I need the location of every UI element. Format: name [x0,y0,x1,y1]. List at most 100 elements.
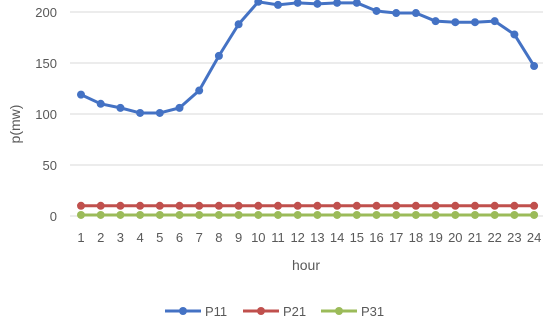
y-tick-label: 0 [50,209,57,224]
series-p31 [77,210,539,219]
data-point-p11 [530,62,539,71]
x-tick-label: 23 [507,230,521,245]
data-point-p11 [490,17,499,26]
data-point-p31 [372,210,381,219]
data-point-p21 [234,201,243,210]
data-point-p31 [352,210,361,219]
data-point-p11 [234,20,243,29]
data-point-p21 [510,201,519,210]
data-point-p31 [254,210,263,219]
data-point-p21 [313,201,322,210]
legend-swatch-marker [335,307,343,315]
data-point-p21 [471,201,479,210]
data-point-p21 [136,201,145,210]
data-point-p31 [530,210,539,219]
data-point-p11 [352,0,361,7]
legend-item-p21: P21 [243,304,306,319]
x-tick-label: 5 [156,230,163,245]
data-point-p21 [254,201,263,210]
legend: P11 P21 P31 [165,304,384,319]
x-tick-label: 12 [290,230,304,245]
data-point-p31 [431,210,440,219]
series-p11 [77,0,539,117]
data-point-p31 [234,210,243,219]
data-point-p31 [214,210,223,219]
data-point-p21 [195,201,204,210]
data-point-p11 [411,9,420,18]
data-point-p31 [274,210,282,219]
x-tick-label: 24 [527,230,541,245]
data-point-p11 [155,108,164,117]
data-point-p31 [451,210,460,219]
y-tick-label: 100 [35,107,57,122]
data-point-p11 [254,0,263,6]
y-tick-label: 50 [43,158,57,173]
legend-item-p31: P31 [321,304,384,319]
x-tick-label: 4 [136,230,143,245]
data-point-p21 [175,201,184,210]
y-tick-label: 150 [35,56,57,71]
data-point-p21 [333,201,342,210]
data-point-p21 [530,201,539,210]
data-point-p11 [195,86,204,95]
y-tick-labels: 0 50 100 150 200 [35,5,57,224]
x-tick-label: 16 [369,230,383,245]
data-point-p31 [136,210,145,219]
data-point-p31 [116,210,125,219]
data-point-p21 [411,201,420,210]
data-point-p21 [155,201,164,210]
data-point-p31 [195,210,204,219]
data-point-p11 [116,103,125,112]
data-point-p31 [392,210,401,219]
legend-label: P11 [205,304,227,319]
data-point-p21 [451,201,460,210]
data-point-p11 [274,0,282,9]
data-point-p21 [490,201,499,210]
series-group [77,0,539,219]
x-tick-label: 20 [448,230,462,245]
x-tick-label: 3 [117,230,124,245]
data-point-p11 [136,108,145,117]
x-axis-title: hour [292,257,320,273]
legend-swatch-marker [179,307,187,315]
x-tick-label: 7 [196,230,203,245]
legend-item-p11: P11 [165,304,227,319]
data-point-p21 [372,201,381,210]
data-point-p31 [175,210,184,219]
x-tick-label: 22 [487,230,501,245]
data-point-p11 [510,30,519,39]
x-tick-label: 9 [235,230,242,245]
legend-swatch-marker [257,307,265,315]
x-tick-label: 17 [389,230,403,245]
x-tick-label: 13 [310,230,324,245]
x-tick-label: 1 [77,230,84,245]
data-point-p31 [510,210,519,219]
data-point-p31 [333,210,342,219]
x-tick-label: 14 [330,230,344,245]
data-point-p21 [352,201,361,210]
data-point-p31 [155,210,164,219]
data-point-p11 [313,0,322,8]
series-line-p11 [80,0,536,115]
data-point-p11 [451,18,460,27]
data-point-p11 [77,90,85,99]
data-point-p21 [116,201,125,210]
data-point-p11 [431,17,440,26]
data-point-p21 [392,201,401,210]
data-point-p31 [77,210,85,219]
x-tick-label: 6 [176,230,183,245]
data-point-p11 [96,99,105,108]
data-point-p11 [214,51,223,60]
x-tick-label: 10 [251,230,265,245]
data-point-p11 [333,0,342,7]
data-point-p11 [392,9,401,18]
data-point-p11 [372,6,381,15]
data-point-p21 [214,201,223,210]
data-point-p21 [293,201,302,210]
data-point-p31 [293,210,302,219]
x-tick-labels: 1 2 3 4 5 6 7 8 9 10 11 12 13 14 15 16 17 18 19 20 21 22 23 24 [77,230,541,245]
data-point-p11 [471,18,479,27]
data-point-p21 [431,201,440,210]
data-point-p21 [77,201,85,210]
